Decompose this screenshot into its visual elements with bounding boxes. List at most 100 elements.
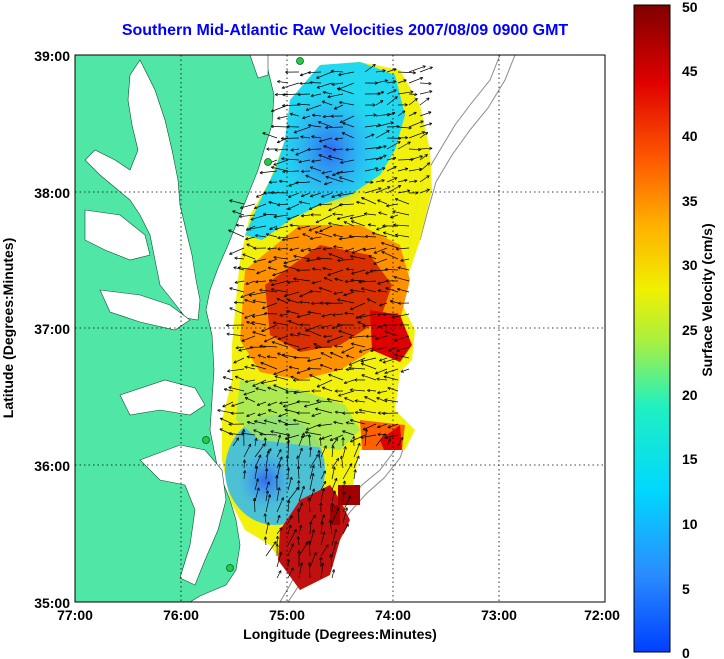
current-vector-arrowhead <box>384 154 387 158</box>
current-vector-arrowhead <box>234 257 238 260</box>
current-vector-arrow <box>334 104 344 110</box>
current-vector-arrowhead <box>270 287 274 290</box>
current-vector-arrowhead <box>278 570 282 573</box>
current-vector-arrowhead <box>238 348 242 351</box>
current-vector-arrowhead <box>248 228 252 231</box>
current-vector-arrowhead <box>237 266 241 268</box>
current-vector-arrow <box>288 192 300 198</box>
current-vector-arrowhead <box>314 231 318 235</box>
current-vector-arrow <box>317 423 333 427</box>
current-vector-arrowhead <box>287 298 291 300</box>
current-vector-arrow <box>266 356 278 359</box>
current-vector-arrowhead <box>297 349 301 352</box>
current-vector-arrow <box>342 122 355 128</box>
current-vector-arrowhead <box>349 337 353 340</box>
current-vector-arrowhead <box>259 344 263 347</box>
current-vector-arrowhead <box>277 204 281 207</box>
current-vector-arrow <box>342 430 355 436</box>
current-vector-arrowhead <box>343 446 346 449</box>
current-vector-arrowhead <box>377 392 381 395</box>
current-vector-arrowhead <box>310 94 314 97</box>
current-vector-arrowhead <box>276 475 279 479</box>
current-vector-arrowhead <box>349 389 353 392</box>
current-vector-arrowhead <box>296 316 300 319</box>
current-vector-arrow <box>319 225 333 232</box>
current-vector-arrow <box>319 364 333 370</box>
current-vector-arrow <box>281 82 300 89</box>
current-vector-arrowhead <box>239 216 243 219</box>
current-vector-arrowhead <box>358 409 362 412</box>
current-vector-arrowhead <box>249 346 253 349</box>
current-vector-arrowhead <box>296 411 300 414</box>
current-vector-arrow <box>224 388 234 392</box>
current-vector-arrowhead <box>290 524 292 528</box>
current-vector-arrowhead <box>255 387 259 391</box>
current-vector-arrowhead <box>332 466 335 470</box>
current-vector-arrowhead <box>316 257 320 260</box>
current-vector-arrow <box>228 386 245 392</box>
current-vector-arrowhead <box>223 388 227 392</box>
current-vector-arrowhead <box>282 105 286 108</box>
current-vector-arrow <box>336 170 355 174</box>
current-vector-arrowhead <box>251 314 255 317</box>
current-vector-arrow <box>353 455 360 469</box>
current-vector-arrowhead <box>282 94 286 97</box>
current-vector-arrowhead <box>351 271 354 274</box>
current-vector-arrowhead <box>332 313 336 316</box>
current-vector-arrow <box>245 225 256 231</box>
current-vector-arrowhead <box>256 271 259 274</box>
current-vector-arrow <box>302 233 311 238</box>
current-vector-arrowhead <box>232 210 236 212</box>
current-vector-arrowhead <box>277 434 281 438</box>
current-vector-arrow <box>265 450 269 469</box>
current-vector-arrowhead <box>377 432 381 435</box>
current-vector-arrow <box>268 409 278 414</box>
current-vector-arrow <box>233 266 245 271</box>
current-vector-arrow <box>265 468 268 480</box>
current-vector-arrowhead <box>301 432 305 436</box>
current-vector-arrow <box>285 390 300 393</box>
current-vector-arrow <box>253 258 267 263</box>
current-vector-arrowhead <box>311 268 315 271</box>
current-vector-arrowhead <box>252 300 256 303</box>
current-vector-arrowhead <box>315 407 319 409</box>
current-vector-arrowhead <box>267 402 270 406</box>
current-vector-arrow <box>330 352 344 359</box>
current-vector-arrow <box>273 159 289 166</box>
current-vector-arrow <box>235 346 245 349</box>
current-vector-arrowhead <box>296 412 300 415</box>
current-vector-arrowhead <box>354 378 358 381</box>
current-vector-arrowhead <box>334 529 337 532</box>
current-vector-arrowhead <box>414 179 418 182</box>
current-vector-arrow <box>273 256 289 260</box>
current-vector-arrowhead <box>323 336 327 339</box>
current-vector-arrowhead <box>222 376 226 378</box>
current-vector-arrowhead <box>321 194 324 198</box>
current-vector-arrow <box>364 114 377 117</box>
current-vector-arrowhead <box>374 82 378 85</box>
current-vector-arrowhead <box>412 72 416 75</box>
current-vector-arrow <box>309 374 322 381</box>
current-vector-arrow <box>274 225 289 230</box>
current-vector-arrow <box>379 302 388 307</box>
current-vector-arrowhead <box>304 406 308 408</box>
current-vector-arrow <box>357 321 366 326</box>
current-vector-arrow <box>343 379 355 384</box>
current-vector-arrowhead <box>392 210 396 212</box>
current-vector-arrowhead <box>378 187 382 191</box>
current-vector-arrowhead <box>415 98 418 102</box>
current-vector-arrow <box>331 541 337 557</box>
current-vector-arrow <box>307 71 322 74</box>
current-vector-arrowhead <box>262 213 266 216</box>
current-vector-arrowhead <box>428 83 432 86</box>
current-vector-arrow <box>279 180 289 183</box>
current-vector-arrowhead <box>333 233 337 236</box>
current-vector-arrowhead <box>394 354 397 357</box>
current-vector-arrowhead <box>230 412 234 415</box>
current-vector-arrow <box>271 166 289 172</box>
current-vector-arrowhead <box>343 491 346 495</box>
current-vector-arrowhead <box>381 241 385 244</box>
current-vector-arrowhead <box>398 324 402 327</box>
current-vector-arrowhead <box>429 90 433 92</box>
current-vector-arrowhead <box>309 80 313 83</box>
